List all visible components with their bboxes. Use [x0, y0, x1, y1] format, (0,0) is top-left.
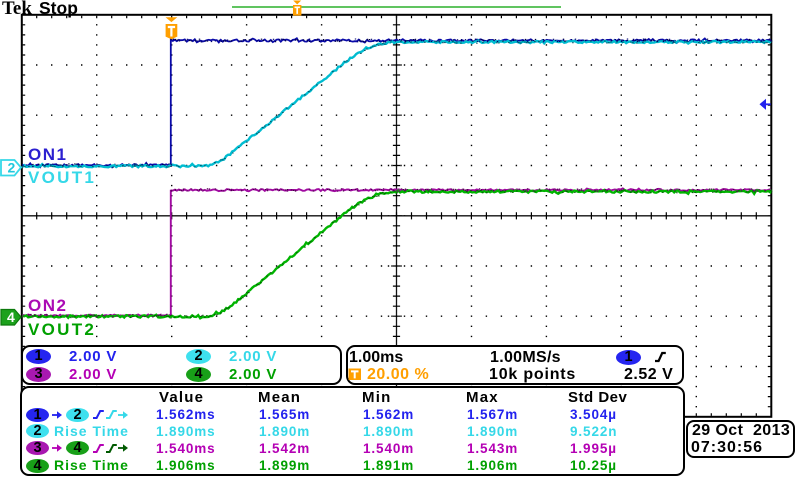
svg-text:4: 4 — [7, 309, 15, 325]
svg-text:2: 2 — [8, 160, 16, 176]
